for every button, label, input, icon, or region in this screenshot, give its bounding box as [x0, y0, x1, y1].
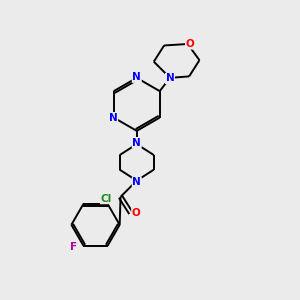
Text: N: N: [166, 74, 174, 83]
Text: F: F: [70, 242, 77, 252]
Text: N: N: [132, 72, 141, 82]
Text: Cl: Cl: [100, 194, 112, 204]
Text: N: N: [132, 177, 141, 187]
Text: O: O: [132, 208, 140, 218]
Text: N: N: [109, 112, 118, 123]
Text: O: O: [186, 39, 194, 49]
Text: N: N: [132, 138, 141, 148]
